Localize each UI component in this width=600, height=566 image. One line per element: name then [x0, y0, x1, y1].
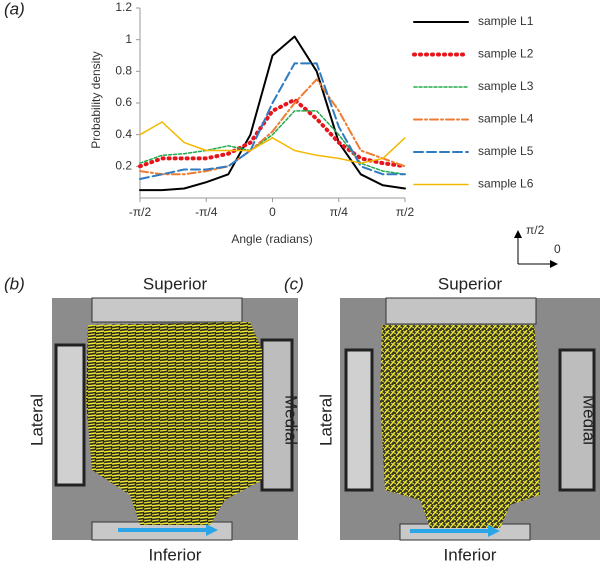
panel-label: (a) — [4, 0, 25, 18]
series-line — [139, 78, 406, 176]
image-b — [52, 297, 298, 541]
arrowhead — [514, 230, 522, 238]
direction-label: Inferior — [444, 545, 497, 564]
y-tick-label: 0.6 — [115, 95, 132, 109]
clamp — [385, 297, 537, 325]
plot-area: 0.2 0.4 0.6 0.8 1 1.2 -π/2 -π/4 0 π/4 π/2 sample L1… — [115, 0, 533, 219]
series-line — [139, 35, 406, 192]
clamp — [344, 348, 374, 492]
panel-label: (c) — [284, 274, 304, 293]
x-tick-label: -π/4 — [195, 205, 218, 219]
fiber-map — [380, 325, 540, 528]
x-tick-label: π/2 — [396, 205, 415, 219]
series-line — [139, 62, 406, 180]
legend-label: sample L1 — [478, 14, 534, 28]
arrowhead — [488, 525, 500, 537]
direction-label: Inferior — [149, 545, 202, 564]
series-line — [139, 110, 406, 176]
legend-label: sample L2 — [478, 47, 534, 61]
legend-label: sample L3 — [478, 79, 534, 93]
clamp — [558, 348, 596, 492]
y-tick-label: 1 — [125, 32, 132, 46]
direction-label: Superior — [438, 274, 503, 293]
legend-label: sample L5 — [478, 144, 534, 158]
x-tick-label: π/4 — [330, 205, 349, 219]
x-tick-label: 0 — [269, 205, 276, 219]
y-axis-label: Probability density — [89, 51, 103, 148]
series-line — [138, 97, 407, 169]
arrowhead — [206, 524, 218, 536]
orientation-indicator: π/2 0 — [514, 223, 561, 268]
y-tick-label: 0.4 — [115, 127, 132, 141]
x-axis-label: Angle (radians) — [231, 232, 312, 246]
direction-label: Medial — [282, 395, 301, 445]
direction-label: Medial — [580, 395, 599, 445]
y-tick-label: 0.8 — [115, 64, 132, 78]
fiber-map — [86, 322, 262, 525]
orientation-right: 0 — [554, 242, 561, 256]
direction-label: Superior — [143, 274, 208, 293]
direction-label: Lateral — [27, 394, 46, 446]
x-tick-label: -π/2 — [129, 205, 152, 219]
y-tick-label: 0.2 — [115, 159, 132, 173]
legend-label: sample L6 — [478, 177, 534, 191]
direction-label: Lateral — [316, 394, 335, 446]
series-line — [139, 121, 406, 164]
arrowhead — [550, 260, 558, 268]
clamp — [54, 343, 86, 487]
panel-labels: (b) Superior Inferior Lateral Medial (c) Super… — [4, 274, 599, 564]
orientation-up: π/2 — [526, 223, 545, 237]
clamp — [91, 297, 243, 323]
image-c — [340, 297, 600, 541]
panel-label: (b) — [4, 274, 25, 293]
y-tick-label: 1.2 — [115, 0, 132, 14]
legend-label: sample L4 — [478, 112, 534, 126]
